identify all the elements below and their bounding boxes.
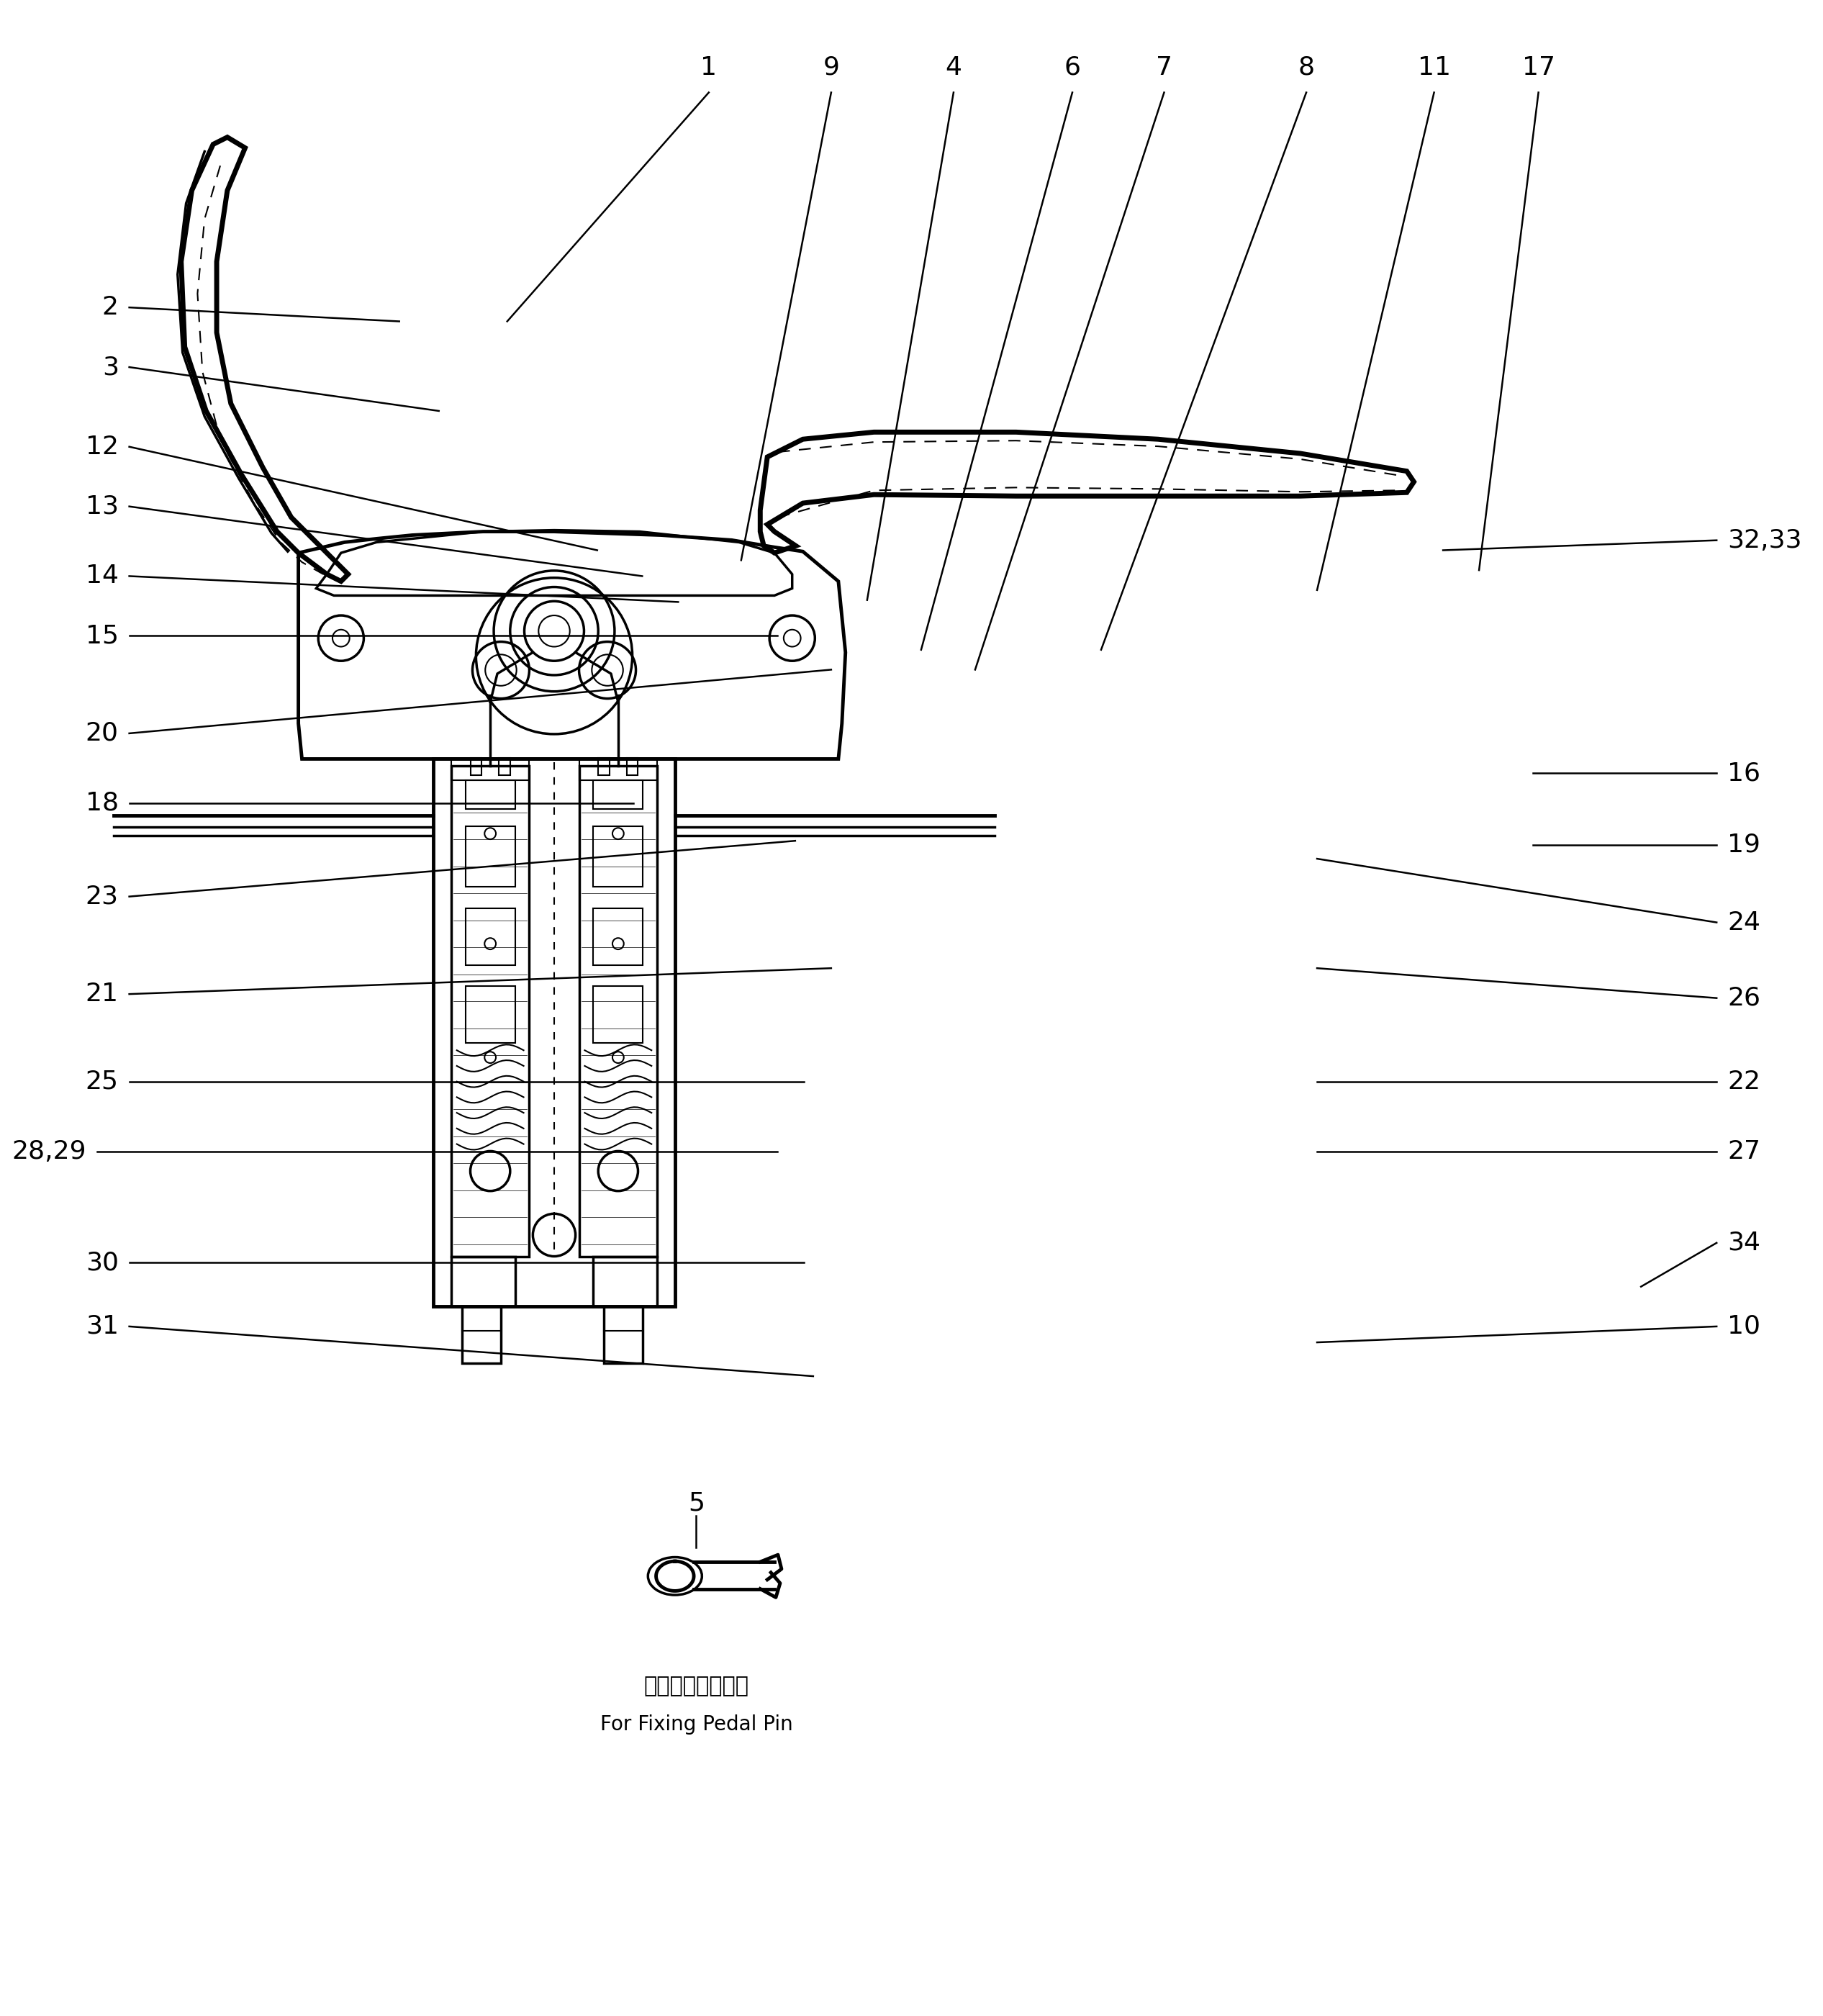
Text: 19: 19 bbox=[1726, 833, 1761, 857]
Text: 31: 31 bbox=[86, 1314, 118, 1339]
Bar bbox=[592, 827, 644, 887]
Text: 25: 25 bbox=[86, 1068, 118, 1095]
Bar bbox=[450, 1256, 516, 1306]
Bar bbox=[592, 986, 644, 1042]
Text: 1: 1 bbox=[700, 54, 716, 81]
Text: 11: 11 bbox=[1418, 54, 1451, 81]
Text: 12: 12 bbox=[86, 435, 118, 460]
Text: 27: 27 bbox=[1726, 1139, 1761, 1163]
Text: 14: 14 bbox=[86, 564, 118, 589]
Text: 22: 22 bbox=[1726, 1068, 1761, 1095]
Text: 15: 15 bbox=[86, 623, 118, 647]
Bar bbox=[434, 758, 675, 1306]
Bar bbox=[592, 907, 644, 966]
Bar bbox=[450, 758, 529, 780]
Bar bbox=[470, 758, 481, 776]
Text: 20: 20 bbox=[86, 722, 118, 746]
Bar bbox=[465, 780, 516, 808]
Text: 21: 21 bbox=[86, 982, 118, 1006]
Text: 9: 9 bbox=[822, 54, 839, 81]
Text: 6: 6 bbox=[1065, 54, 1081, 81]
Bar bbox=[465, 827, 516, 887]
Bar bbox=[465, 986, 516, 1042]
Text: 16: 16 bbox=[1726, 760, 1761, 786]
Bar bbox=[598, 758, 609, 776]
Text: 32,33: 32,33 bbox=[1726, 528, 1801, 552]
Text: 26: 26 bbox=[1726, 986, 1761, 1010]
Text: 13: 13 bbox=[86, 494, 118, 518]
Bar bbox=[500, 758, 510, 776]
Text: ペダルピン固定用: ペダルピン固定用 bbox=[644, 1675, 749, 1695]
Text: 23: 23 bbox=[86, 885, 118, 909]
Text: 24: 24 bbox=[1726, 909, 1761, 935]
Bar bbox=[592, 1256, 656, 1306]
Bar bbox=[450, 766, 529, 1256]
Text: 34: 34 bbox=[1726, 1230, 1761, 1256]
Text: 4: 4 bbox=[946, 54, 963, 81]
Text: 8: 8 bbox=[1298, 54, 1314, 81]
Bar bbox=[465, 907, 516, 966]
Bar bbox=[627, 758, 638, 776]
Text: 18: 18 bbox=[86, 790, 118, 814]
Text: 2: 2 bbox=[102, 294, 118, 321]
Bar bbox=[603, 1306, 644, 1363]
Bar bbox=[592, 780, 644, 808]
Bar bbox=[461, 1306, 501, 1363]
Text: 30: 30 bbox=[86, 1250, 118, 1274]
Bar bbox=[580, 766, 656, 1256]
Text: For Fixing Pedal Pin: For Fixing Pedal Pin bbox=[600, 1716, 793, 1736]
Text: 7: 7 bbox=[1156, 54, 1172, 81]
Text: 28,29: 28,29 bbox=[11, 1139, 86, 1163]
Text: 10: 10 bbox=[1726, 1314, 1761, 1339]
Text: 5: 5 bbox=[687, 1492, 704, 1516]
Text: 17: 17 bbox=[1522, 54, 1555, 81]
Text: 3: 3 bbox=[102, 355, 118, 379]
Bar bbox=[580, 758, 656, 780]
